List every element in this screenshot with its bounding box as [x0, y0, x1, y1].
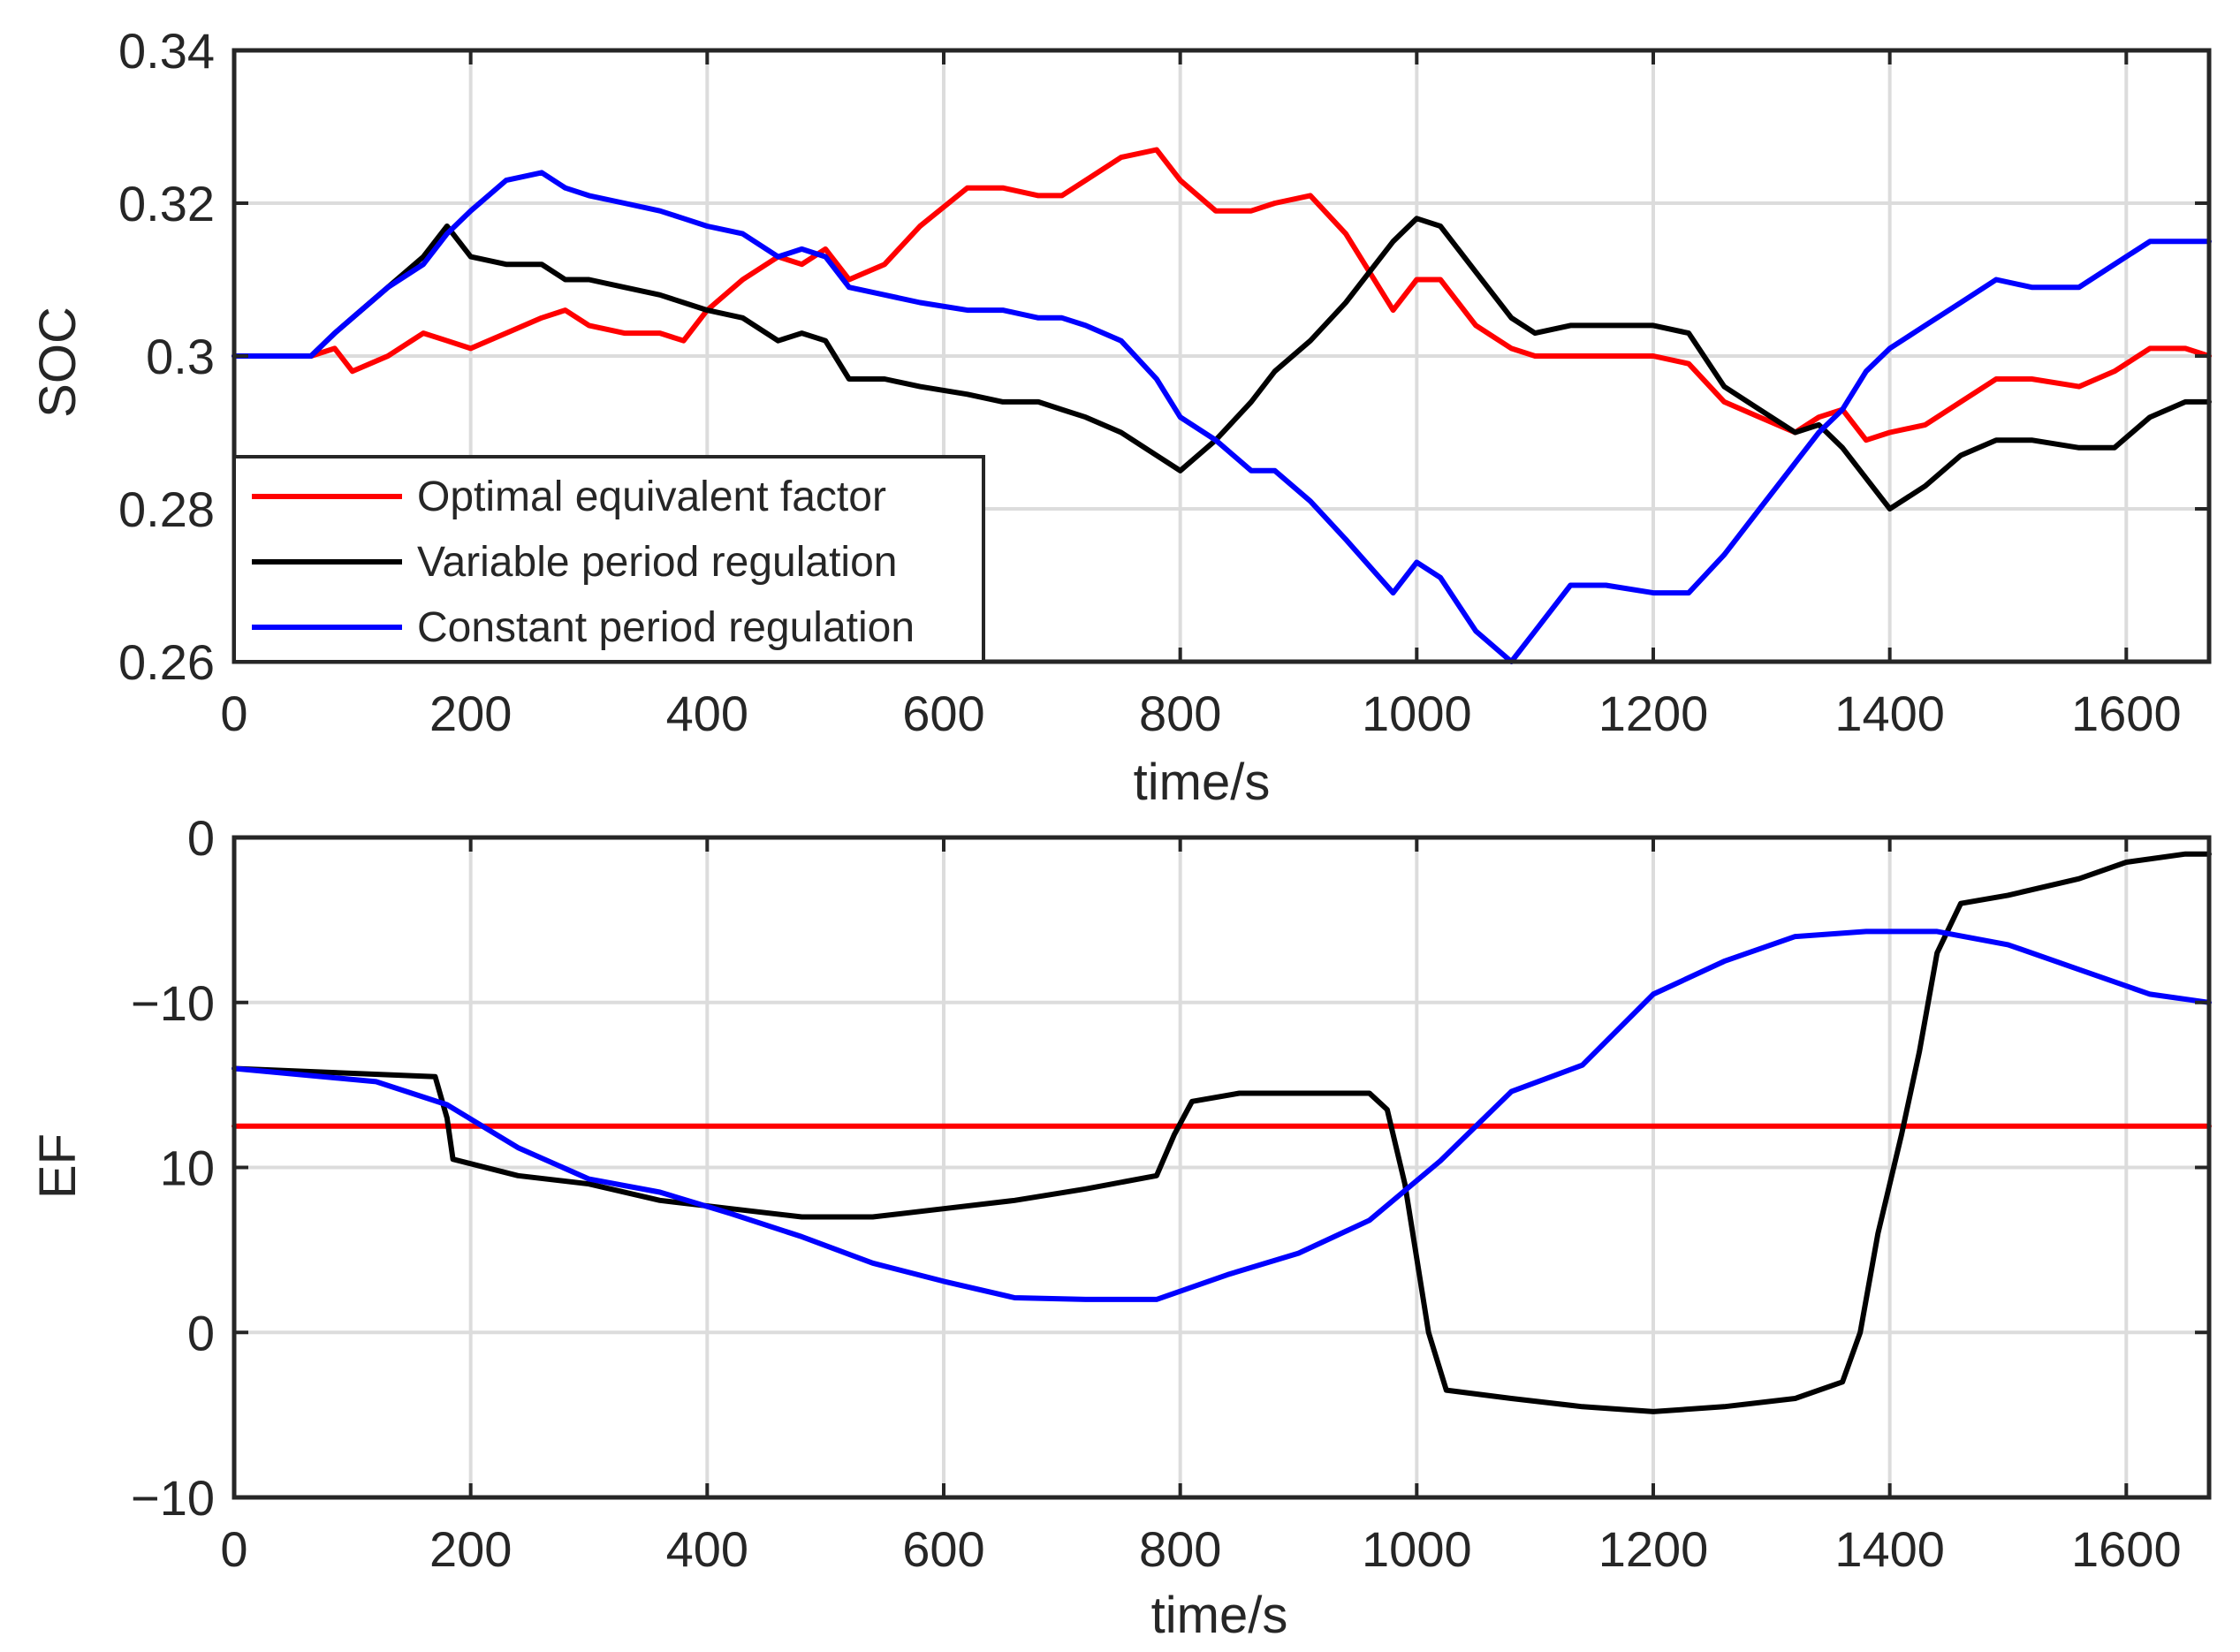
ef-xtick-label-200: 200 [429, 1521, 512, 1577]
ef-ytick-label-2: 10 [160, 1140, 215, 1196]
soc-ytick-label-4: 0.34 [118, 23, 215, 79]
soc-tick-labels: 0 200 400 600 800 1000 1200 1400 1600 0.26 0.28 0.3… [118, 23, 2182, 741]
ef-ticks [232, 836, 2209, 1499]
ef-ytick-label-1: 0 [187, 1305, 215, 1360]
soc-legend: Optimal equivalent factor Variable perio… [232, 455, 985, 663]
soc-ytick-label-3: 0.32 [118, 176, 215, 231]
soc-x-axis-label: time/s [1134, 754, 1271, 811]
ef-xtick-label-1400: 1400 [1834, 1521, 1945, 1577]
soc-y-axis-label: SOC [29, 307, 87, 418]
soc-xtick-label-200: 200 [429, 686, 512, 741]
soc-series-variable-period-regulation [232, 216, 2212, 512]
ef-xtick-label-1600: 1600 [2071, 1521, 2182, 1577]
soc-xtick-label-1600: 1600 [2071, 686, 2182, 741]
soc-xtick-label-1000: 1000 [1362, 686, 1472, 741]
soc-xtick-label-0: 0 [220, 686, 247, 741]
ef-y-axis-label: EF [29, 1133, 87, 1199]
soc-xtick-label-1400: 1400 [1834, 686, 1945, 741]
ef-xtick-label-400: 400 [666, 1521, 748, 1577]
soc-xtick-label-600: 600 [902, 686, 984, 741]
ef-ytick-label-4: 0 [187, 810, 215, 866]
ef-xtick-label-1000: 1000 [1362, 1521, 1472, 1577]
ef-ytick-label-0: −10 [131, 1470, 215, 1526]
soc-xtick-label-800: 800 [1139, 686, 1221, 741]
soc-series-group [232, 147, 2212, 664]
ef-x-axis-label: time/s [1151, 1587, 1288, 1644]
soc-ytick-label-1: 0.28 [118, 481, 215, 537]
soc-series-optimal-equivalent-factor [232, 147, 2212, 443]
ef-series-group [232, 851, 2212, 1414]
legend-label-constant: Constant period regulation [417, 604, 915, 651]
ef-xtick-label-0: 0 [220, 1521, 247, 1577]
ef-series-constant-period-regulation [232, 928, 2212, 1302]
soc-series-constant-period-regulation [232, 170, 2212, 664]
soc-xtick-label-400: 400 [666, 686, 748, 741]
ef-xtick-label-1200: 1200 [1598, 1521, 1709, 1577]
ef-ytick-label-3: −10 [131, 975, 215, 1031]
ef-xtick-label-800: 800 [1139, 1521, 1221, 1577]
soc-ytick-label-0: 0.26 [118, 634, 215, 690]
soc-ytick-label-2: 0.3 [146, 329, 215, 384]
ef-chart: 0 200 400 600 800 1000 1200 1400 1600−10010−100 … [29, 810, 2212, 1644]
legend-label-variable: Variable period regulation [417, 539, 897, 586]
soc-chart: 0 200 400 600 800 1000 1200 1400 1600 0.26 0.28 0.3… [29, 23, 2212, 811]
soc-xtick-label-1200: 1200 [1598, 686, 1709, 741]
ef-xtick-label-600: 600 [902, 1521, 984, 1577]
legend-label-optimal: Optimal equivalent factor [417, 474, 886, 520]
